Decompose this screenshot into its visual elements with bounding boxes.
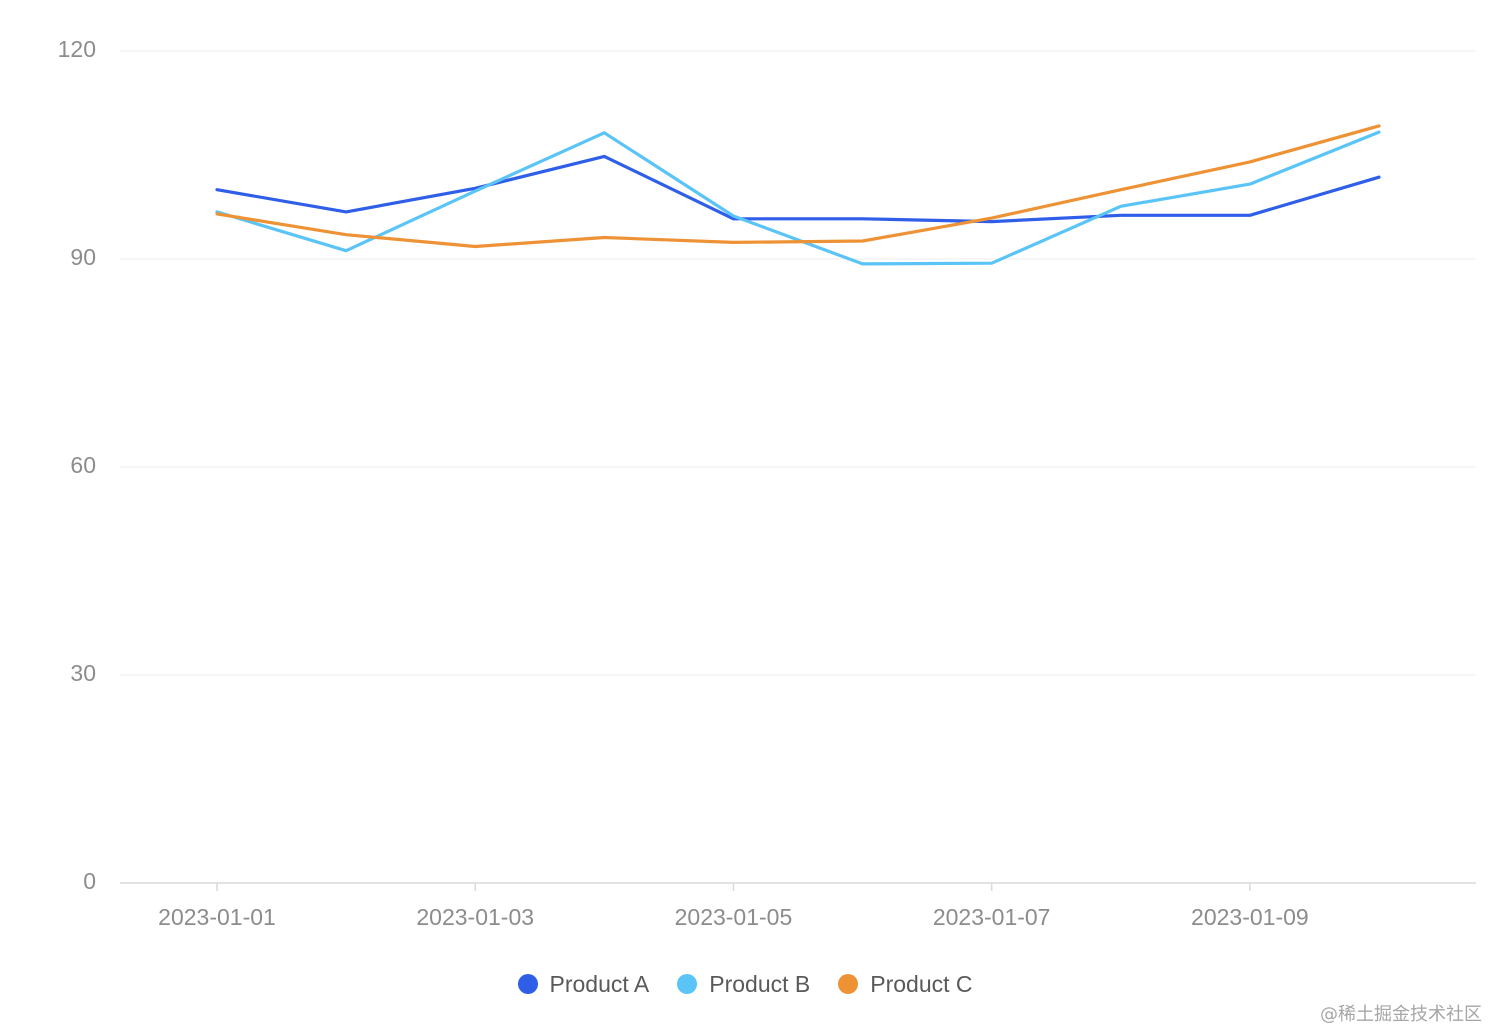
y-tick-label: 60 (70, 452, 96, 478)
y-axis: 0 30 60 90 120 (58, 36, 96, 894)
x-tick-label: 2023-01-05 (675, 904, 793, 930)
series-line-product-b[interactable] (215, 130, 1381, 266)
legend-item-product-b[interactable]: Product B (677, 971, 810, 998)
grid-lines (120, 50, 1476, 676)
legend-item-product-c[interactable]: Product C (838, 970, 973, 998)
legend-label: Product C (870, 970, 973, 997)
y-tick-label: 30 (70, 660, 96, 686)
x-axis: 2023-01-01 2023-01-03 2023-01-05 2023-01-07… (120, 882, 1476, 930)
legend-marker-icon (677, 974, 698, 994)
legend-marker-icon (517, 974, 538, 994)
legend-label: Product B (709, 970, 811, 997)
series-line-product-c[interactable] (215, 124, 1381, 249)
watermark: @稀土掘金技术社区 (1320, 1004, 1482, 1025)
y-tick-label: 90 (70, 244, 96, 270)
legend-marker-icon (838, 974, 859, 994)
legend: Product A Product B Product C (0, 964, 1490, 1004)
series-lines (215, 124, 1381, 266)
y-tick-label: 0 (83, 868, 96, 894)
series-line-product-a[interactable] (215, 154, 1381, 224)
legend-item-product-a[interactable]: Product A (517, 970, 650, 998)
y-tick-label: 120 (58, 36, 96, 62)
legend-label: Product A (549, 970, 650, 997)
x-tick-label: 2023-01-09 (1191, 904, 1309, 930)
x-tick-label: 2023-01-07 (933, 904, 1051, 930)
x-tick-label: 2023-01-03 (416, 904, 534, 930)
x-tick-label: 2023-01-01 (158, 904, 276, 930)
